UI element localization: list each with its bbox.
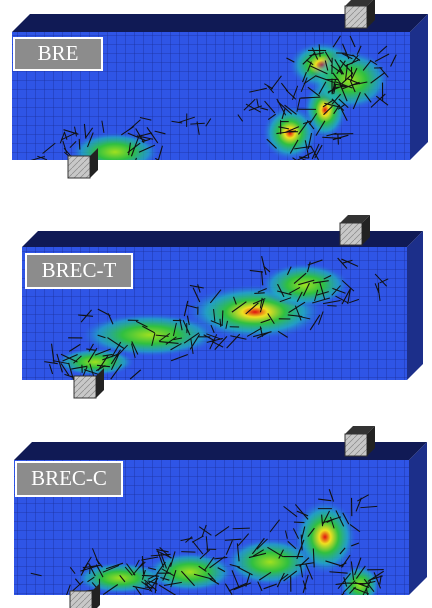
crack-line [130, 167, 139, 172]
support [74, 376, 96, 398]
beam-side [410, 14, 428, 160]
crack-line [374, 600, 389, 602]
stress-contour [260, 263, 350, 307]
crack-line [254, 293, 264, 294]
crack-line [294, 522, 304, 523]
panel-label: BRE [38, 41, 79, 65]
panel-label: BREC-T [42, 258, 117, 282]
load-plate [345, 6, 367, 28]
support [70, 591, 92, 608]
load-plate [345, 434, 367, 456]
figure: BRE BREC-T BREC-C [0, 0, 432, 608]
page: BREBREC-TBREC-C (() => { const data = JS… [0, 0, 432, 608]
crack-line [222, 310, 223, 326]
crack-line [338, 134, 339, 144]
crack-line [133, 168, 142, 172]
crack-line [233, 528, 250, 529]
beam-panel: BREC-C [14, 426, 427, 608]
crack-line [347, 583, 366, 584]
load-plate [340, 223, 362, 245]
panel-label: BREC-C [31, 466, 107, 490]
beam-side [407, 231, 423, 380]
crack-line [374, 596, 389, 601]
crack-line [369, 601, 381, 604]
beam-panel: BRE [12, 0, 428, 178]
crack-line [137, 166, 146, 178]
support [68, 156, 90, 178]
beam-side [409, 442, 427, 595]
crack-line [107, 160, 116, 171]
beam-panel: BREC-T [22, 215, 423, 398]
crack-line [181, 552, 195, 553]
crack-line [79, 139, 80, 150]
crack-line [153, 167, 164, 169]
stress-contour [262, 105, 318, 161]
crack-line [90, 565, 91, 574]
crack-line [375, 598, 385, 600]
crack-line [327, 305, 336, 306]
